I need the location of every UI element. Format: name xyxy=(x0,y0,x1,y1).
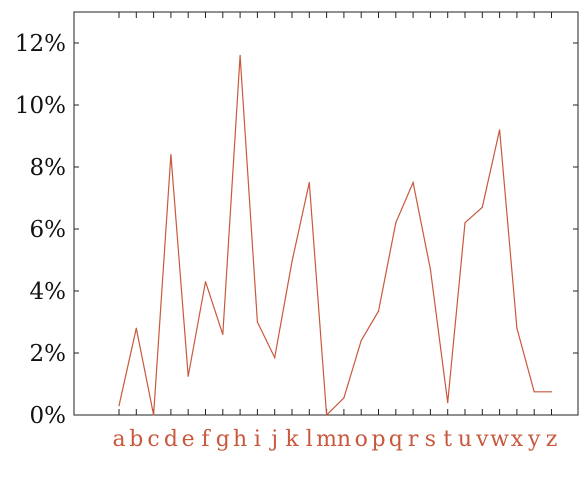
data-point xyxy=(481,206,483,208)
y-tick-label: 0% xyxy=(30,403,67,429)
data-point xyxy=(170,154,172,156)
data-point xyxy=(429,268,431,270)
data-point xyxy=(447,402,449,404)
x-tick-label: k xyxy=(285,427,299,452)
data-point xyxy=(118,405,120,407)
x-tick-label: z xyxy=(546,427,558,452)
x-tick-label: y xyxy=(527,427,541,452)
data-point xyxy=(326,414,328,416)
x-tick-label: l xyxy=(306,427,313,452)
series-line xyxy=(118,55,552,417)
x-tick-label: x xyxy=(511,427,524,452)
x-tick-label: r xyxy=(408,427,419,452)
data-point xyxy=(360,340,362,342)
x-tick-label: e xyxy=(182,427,195,452)
x-tick-label: g xyxy=(216,427,230,452)
plot-area-frame xyxy=(73,11,579,416)
data-point xyxy=(499,129,501,131)
data-point xyxy=(412,181,414,184)
x-tick-label: m xyxy=(316,427,337,452)
data-point xyxy=(239,54,241,57)
y-tick-label: 6% xyxy=(30,217,67,243)
data-point xyxy=(256,321,258,323)
data-point xyxy=(135,327,137,329)
x-tick-label: t xyxy=(443,427,452,452)
data-point xyxy=(377,310,380,312)
data-point xyxy=(550,391,553,393)
x-tick-label: p xyxy=(371,427,385,452)
data-point xyxy=(395,222,397,224)
data-point xyxy=(464,222,466,224)
data-point xyxy=(291,260,293,263)
x-tick-label: d xyxy=(164,427,178,452)
x-tick-label: f xyxy=(201,427,211,452)
data-point xyxy=(274,357,276,359)
y-tick-label: 10% xyxy=(15,93,66,119)
x-tick-label: w xyxy=(490,427,509,452)
x-tick-label: b xyxy=(129,427,143,452)
y-tick-label: 2% xyxy=(30,341,67,367)
x-tick-label: s xyxy=(425,427,436,452)
y-tick-label: 4% xyxy=(30,279,67,305)
data-point xyxy=(533,391,535,393)
x-tick-label: u xyxy=(458,427,472,452)
x-tick-label: c xyxy=(147,427,159,452)
data-point xyxy=(308,181,310,184)
data-point xyxy=(343,397,345,399)
x-tick-label: v xyxy=(475,427,489,452)
data-point xyxy=(222,333,224,335)
data-point xyxy=(187,375,189,377)
x-tick-label: o xyxy=(355,427,368,452)
x-tick-label: j xyxy=(268,427,278,452)
x-tick-label: n xyxy=(337,427,351,452)
x-tick-label: a xyxy=(112,427,125,452)
y-tick-label: 8% xyxy=(30,155,67,181)
data-point xyxy=(153,414,155,416)
y-tick-label: 12% xyxy=(15,31,66,57)
y-axis-ticks: 0% 2% 4% 6% 8% 10% 12% xyxy=(15,31,578,429)
x-tick-label: q xyxy=(389,427,403,452)
x-tick-label: i xyxy=(254,427,261,452)
series-group xyxy=(118,54,553,417)
x-tick-label: h xyxy=(233,427,247,452)
data-point xyxy=(516,327,518,329)
data-point xyxy=(204,281,207,283)
